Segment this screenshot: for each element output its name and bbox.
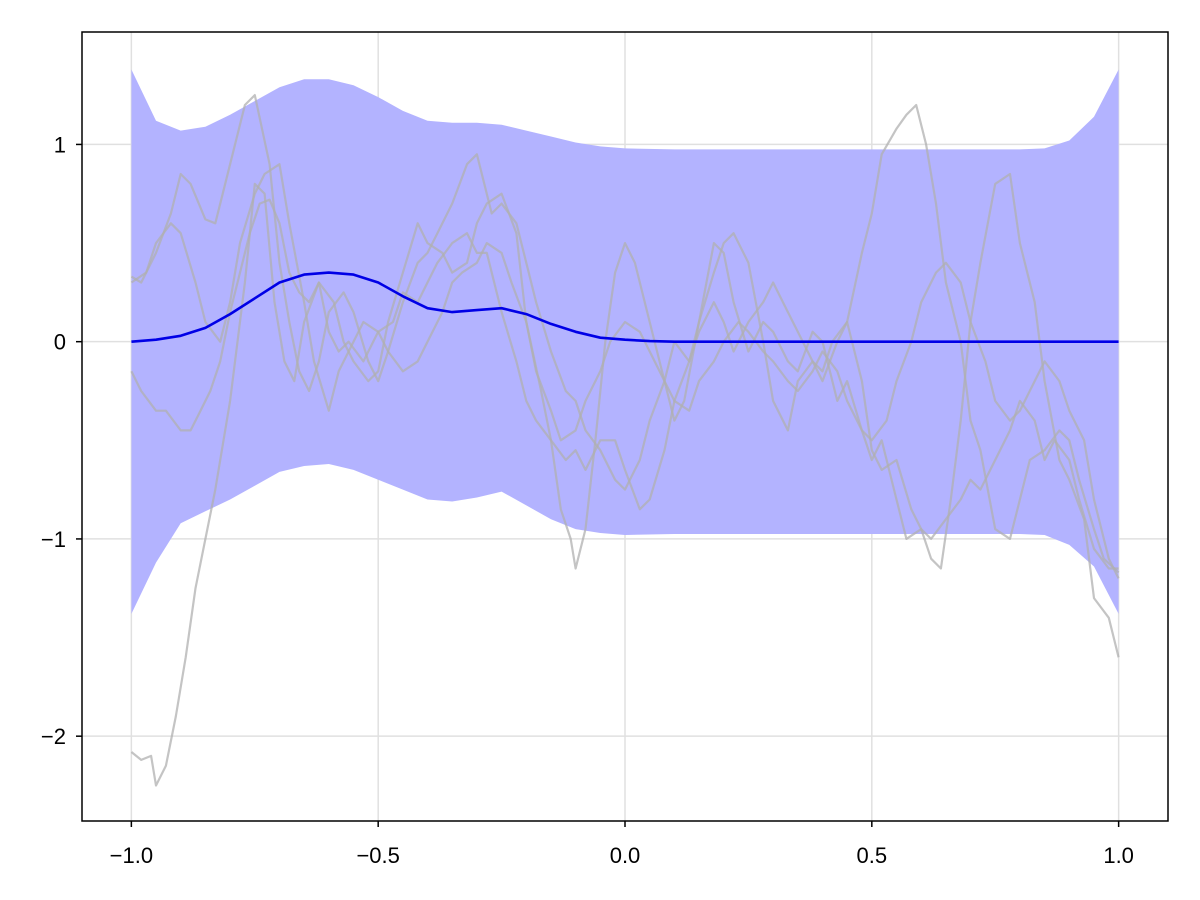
confidence-band-layer [131, 69, 1119, 614]
sample-path-line [130, 103, 1120, 574]
y-tick-label: 1 [54, 132, 66, 157]
sample-path-line [130, 172, 1120, 787]
y-tick-label: −1 [41, 527, 66, 552]
y-tick-label: −2 [41, 724, 66, 749]
confidence-band [131, 69, 1119, 614]
x-tick-label: −1.0 [110, 843, 153, 868]
sample-path-line [130, 94, 1119, 570]
mean-line [131, 271, 1119, 343]
y-tick-label: 0 [54, 330, 66, 355]
sample-path-line [130, 163, 1120, 579]
mean-line-layer [131, 271, 1119, 343]
x-axis: −1.0 −0.5 0.0 0.5 1.0 [110, 821, 1134, 868]
x-tick-label: 1.0 [1103, 843, 1134, 868]
x-tick-label: 0.5 [857, 843, 888, 868]
y-axis: −2 −1 0 1 [41, 132, 82, 749]
x-tick-label: 0.0 [610, 843, 641, 868]
sample-paths-layer [130, 94, 1120, 787]
x-tick-label: −0.5 [356, 843, 399, 868]
